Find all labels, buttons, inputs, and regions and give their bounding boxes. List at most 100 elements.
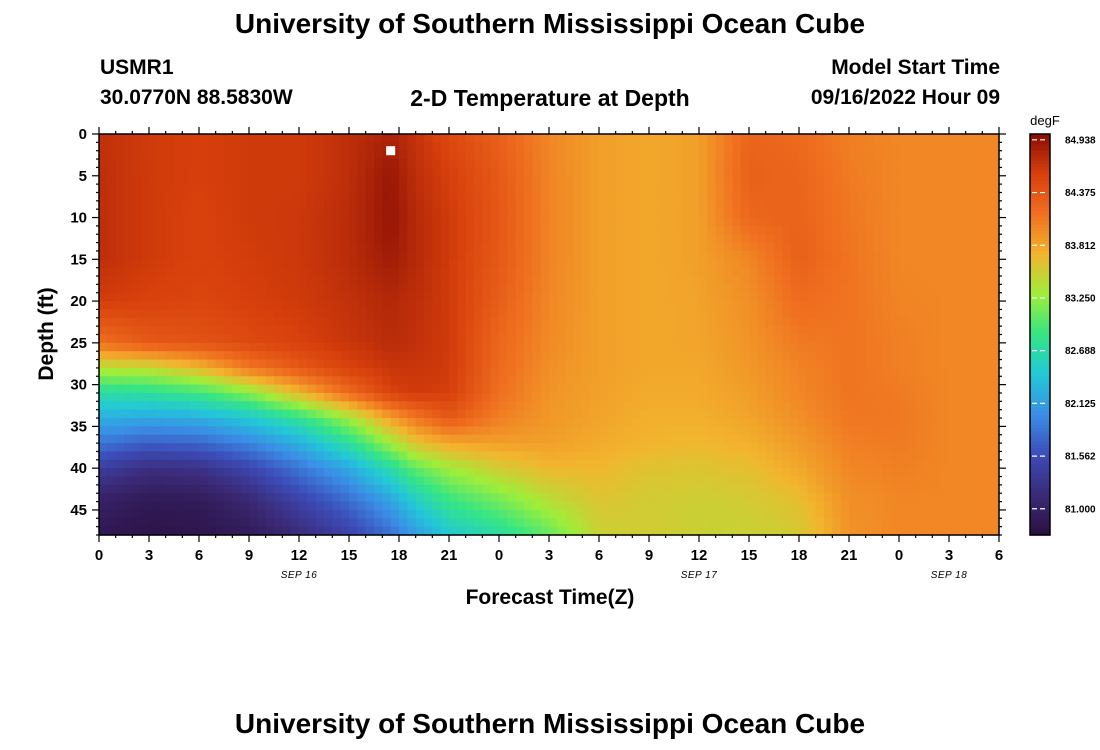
heatmap-cell xyxy=(765,134,775,143)
heatmap-cell xyxy=(699,184,708,194)
heatmap-cell xyxy=(765,401,775,411)
heatmap-cell xyxy=(474,367,483,377)
heatmap-cell xyxy=(782,409,792,419)
heatmap-cell xyxy=(507,409,517,419)
heatmap-cell xyxy=(982,217,992,227)
heatmap-cell xyxy=(924,493,933,503)
heatmap-cell xyxy=(324,326,333,336)
heatmap-cell xyxy=(390,376,400,386)
heatmap-cell xyxy=(924,434,933,444)
heatmap-cell xyxy=(690,501,700,511)
heatmap-cell xyxy=(332,493,342,503)
heatmap-cell xyxy=(432,317,442,327)
heatmap-cell xyxy=(432,292,442,302)
heatmap-cell xyxy=(132,159,142,169)
heatmap-cell xyxy=(732,184,742,194)
heatmap-cell xyxy=(540,242,550,252)
heatmap-cell xyxy=(174,225,183,235)
heatmap-cell xyxy=(99,225,108,235)
heatmap-cell xyxy=(715,384,725,394)
heatmap-cell xyxy=(399,234,408,244)
heatmap-cell xyxy=(374,468,383,478)
heatmap-cell xyxy=(357,351,367,361)
heatmap-cell xyxy=(107,468,117,478)
heatmap-cell xyxy=(190,167,200,177)
heatmap-cell xyxy=(849,309,858,319)
heatmap-cell xyxy=(165,184,175,194)
heatmap-cell xyxy=(524,384,533,394)
heatmap-cell xyxy=(615,209,625,219)
heatmap-cell xyxy=(615,175,625,185)
heatmap-cell xyxy=(824,468,833,478)
heatmap-cell xyxy=(490,234,500,244)
heatmap-cell xyxy=(324,376,333,386)
heatmap-cell xyxy=(890,459,900,469)
heatmap-cell xyxy=(382,501,392,511)
heatmap-cell xyxy=(857,184,867,194)
heatmap-cell xyxy=(490,367,500,377)
heatmap-cell xyxy=(824,309,833,319)
heatmap-cell xyxy=(374,225,383,235)
heatmap-cell xyxy=(840,326,850,336)
heatmap-cell xyxy=(465,159,475,169)
heatmap-cell xyxy=(774,484,783,494)
heatmap-cell xyxy=(899,476,908,486)
heatmap-cell xyxy=(957,250,967,260)
heatmap-cell xyxy=(857,418,867,427)
heatmap-cell xyxy=(149,276,158,285)
heatmap-cell xyxy=(657,493,667,503)
heatmap-cell xyxy=(107,259,117,269)
heatmap-cell xyxy=(374,459,383,469)
heatmap-cell xyxy=(157,225,167,235)
heatmap-cell xyxy=(840,175,850,185)
heatmap-cell xyxy=(940,451,950,461)
heatmap-cell xyxy=(182,150,192,160)
heatmap-cell xyxy=(849,392,858,402)
heatmap-cell xyxy=(799,367,808,377)
heatmap-cell xyxy=(357,250,367,260)
heatmap-cell xyxy=(940,392,950,402)
heatmap-cell xyxy=(465,509,475,519)
heatmap-cell xyxy=(165,367,175,377)
heatmap-cell xyxy=(574,326,583,336)
heatmap-cell xyxy=(174,334,183,344)
heatmap-cell xyxy=(265,317,275,327)
heatmap-cell xyxy=(432,359,442,369)
heatmap-cell xyxy=(340,342,350,352)
heatmap-cell xyxy=(657,150,667,160)
heatmap-cell xyxy=(574,259,583,269)
heatmap-cell xyxy=(282,434,292,444)
heatmap-cell xyxy=(182,493,192,503)
heatmap-cell xyxy=(524,184,533,194)
heatmap-cell xyxy=(540,476,550,486)
heatmap-cell xyxy=(657,317,667,327)
heatmap-cell xyxy=(182,409,192,419)
heatmap-cell xyxy=(724,451,733,461)
heatmap-cell xyxy=(965,250,975,260)
heatmap-cell xyxy=(249,276,258,285)
heatmap-cell xyxy=(949,192,958,202)
heatmap-cell xyxy=(549,292,558,302)
heatmap-cell xyxy=(599,150,608,160)
heatmap-cell xyxy=(990,142,1000,152)
heatmap-cell xyxy=(199,351,208,361)
heatmap-cell xyxy=(907,434,917,444)
heatmap-cell xyxy=(565,501,575,511)
heatmap-cell xyxy=(190,250,200,260)
heatmap-cell xyxy=(407,175,417,185)
heatmap-cell xyxy=(107,342,117,352)
heatmap-cell xyxy=(574,493,583,503)
heatmap-cell xyxy=(199,367,208,377)
heatmap-cell xyxy=(215,284,225,294)
heatmap-cell xyxy=(890,493,900,503)
heatmap-cell xyxy=(907,376,917,386)
heatmap-cell xyxy=(257,443,267,453)
heatmap-cell xyxy=(540,342,550,352)
heatmap-cell xyxy=(499,225,508,235)
heatmap-cell xyxy=(215,134,225,143)
heatmap-cell xyxy=(974,418,983,427)
heatmap-cell xyxy=(607,267,617,277)
heatmap-cell xyxy=(615,351,625,361)
heatmap-cell xyxy=(732,476,742,486)
heatmap-cell xyxy=(282,276,292,285)
